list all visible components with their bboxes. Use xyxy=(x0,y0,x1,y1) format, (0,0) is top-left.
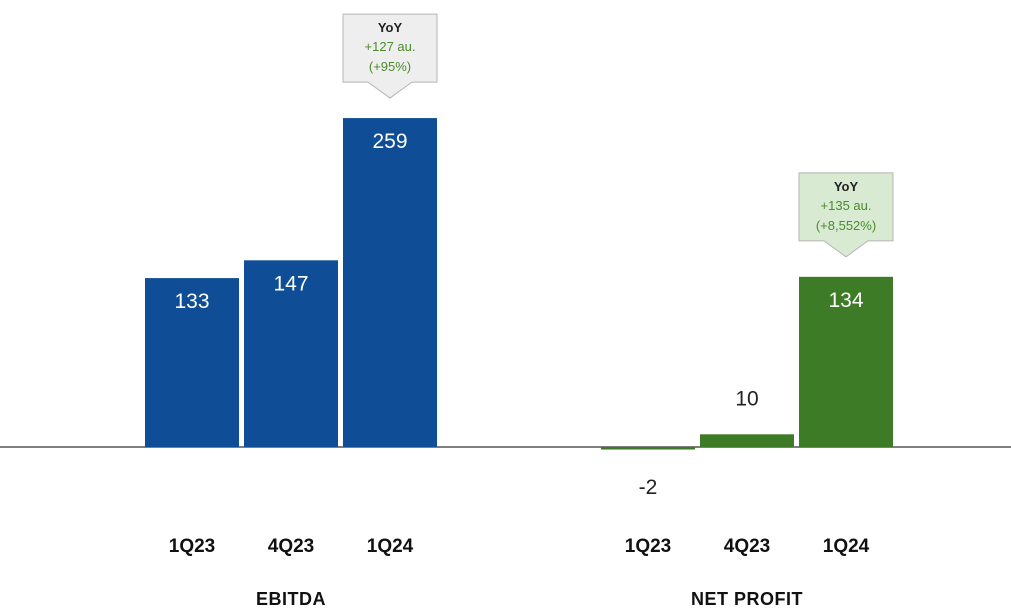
yoy-callout-box xyxy=(342,13,438,99)
value-label: 133 xyxy=(174,290,209,313)
bar-ebitda-4q23 xyxy=(244,260,338,447)
yoy-callout-box xyxy=(798,172,894,258)
value-label: 259 xyxy=(372,130,407,153)
yoy-callout-percent: (+8,552%) xyxy=(816,218,876,233)
yoy-callout-title: YoY xyxy=(378,20,403,35)
bar-net-profit-1q24 xyxy=(799,276,893,447)
value-label: -2 xyxy=(639,476,658,499)
yoy-callout-title: YoY xyxy=(834,179,859,194)
value-label: 147 xyxy=(273,272,308,295)
yoy-callout-percent: (+95%) xyxy=(369,59,411,74)
category-label: 1Q23 xyxy=(169,536,215,557)
bar-ebitda-1q24 xyxy=(343,118,437,447)
yoy-callout-change: +127 au. xyxy=(365,39,416,54)
bar-ebitda-1q23 xyxy=(145,278,239,447)
category-label: 4Q23 xyxy=(724,536,770,557)
value-label: 134 xyxy=(828,289,863,312)
group-label: NET PROFIT xyxy=(691,589,803,608)
category-label: 4Q23 xyxy=(268,536,314,557)
category-label: 1Q24 xyxy=(823,536,870,557)
category-label: 1Q23 xyxy=(625,536,671,557)
bar-net-profit-1q23 xyxy=(601,447,695,450)
group-label: EBITDA xyxy=(256,589,326,608)
bar-net-profit-4q23 xyxy=(700,434,794,447)
value-label: 10 xyxy=(735,387,758,410)
yoy-callout-change: +135 au. xyxy=(821,198,872,213)
category-label: 1Q24 xyxy=(367,536,414,557)
